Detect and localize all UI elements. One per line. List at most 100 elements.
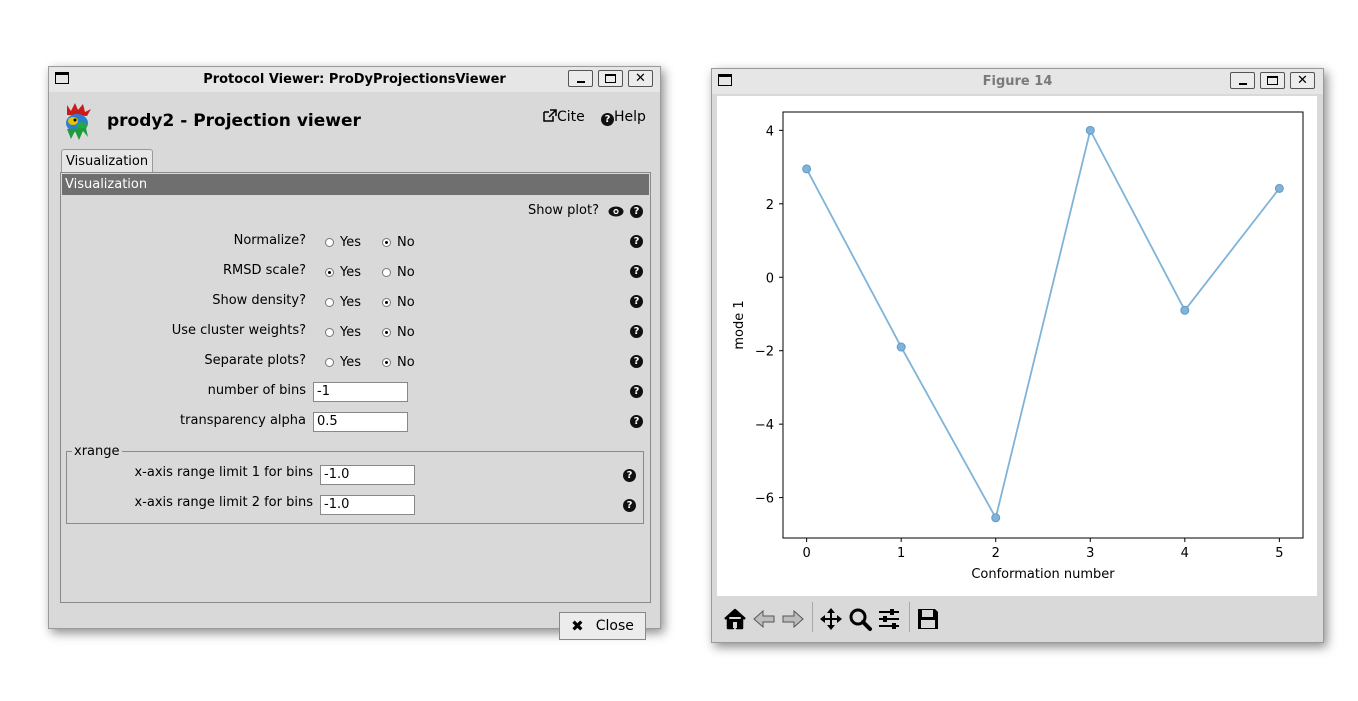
figure-canvas[interactable]: 0 1 2 3 4 5 −6 −4 −2 0 2 4 Conformation number mode 1 [717, 96, 1317, 596]
figure-toolbar [717, 596, 1317, 638]
xrange-limit2-help-icon[interactable]: ? [623, 499, 636, 512]
radio-dot [382, 238, 391, 247]
xrange-limit2-label: x-axis range limit 2 for bins [134, 495, 313, 510]
close-label: Close [595, 618, 634, 634]
alpha-input[interactable]: 0.5 [313, 412, 408, 432]
data-point [1085, 125, 1095, 135]
radio-label: No [397, 325, 415, 340]
y-axis-label: mode 1 [732, 300, 747, 349]
x-tick-label: 1 [897, 546, 905, 561]
xrange-limit1-input[interactable]: -1.0 [320, 465, 415, 485]
show-density-no-radio[interactable]: No [382, 295, 415, 310]
param-label: Show density? [212, 293, 306, 308]
figure-window: Figure 14 ✕ 0 1 2 3 4 5 −6 −4 −2 0 2 4 Conformation … [711, 68, 1324, 643]
radio-label: No [397, 355, 415, 370]
series-line [805, 127, 1281, 521]
data-point [1274, 183, 1284, 193]
radio-dot [325, 358, 334, 367]
zoom-icon[interactable] [847, 606, 873, 632]
x-axis-label: Conformation number [971, 567, 1115, 582]
bins-label: number of bins [207, 383, 306, 398]
show-density-yes-radio[interactable]: Yes [325, 295, 361, 310]
configure-subplots-icon[interactable] [876, 606, 902, 632]
radio-label: Yes [340, 295, 361, 310]
minimize-button[interactable] [1230, 72, 1255, 89]
show-plot-label: Show plot? [527, 203, 599, 218]
normalize-yes-radio[interactable]: Yes [325, 235, 361, 250]
radio-label: Yes [340, 265, 361, 280]
maximize-button[interactable] [1260, 72, 1285, 89]
y-tick-label: −2 [755, 345, 774, 360]
xrange-limit1-label: x-axis range limit 1 for bins [134, 465, 313, 480]
eye-icon[interactable] [608, 206, 624, 217]
maximize-button[interactable] [598, 70, 623, 87]
data-point [896, 342, 906, 352]
rmsd-scale-help-icon[interactable]: ? [630, 265, 643, 278]
separate-plots-yes-radio[interactable]: Yes [325, 355, 361, 370]
xrange-limit2-input[interactable]: -1.0 [320, 495, 415, 515]
radio-dot [382, 298, 391, 307]
protocol-viewer-titlebar[interactable]: Protocol Viewer: ProDyProjectionsViewer … [49, 67, 660, 92]
cluster-weights-help-icon[interactable]: ? [630, 325, 643, 338]
alpha-help-icon[interactable]: ? [630, 415, 643, 428]
xrange-limit1-help-icon[interactable]: ? [623, 469, 636, 482]
close-window-button[interactable]: ✕ [1290, 72, 1315, 89]
data-point [802, 164, 812, 174]
separate-plots-no-radio[interactable]: No [382, 355, 415, 370]
tab-visualization[interactable]: Visualization [61, 149, 154, 173]
figure-titlebar[interactable]: Figure 14 ✕ [712, 69, 1323, 94]
xrange-legend: xrange [72, 444, 122, 459]
x-tick-label: 0 [802, 546, 810, 561]
toolbar-separator [909, 602, 910, 632]
data-point [991, 513, 1001, 523]
radio-dot [325, 328, 334, 337]
rmsd-scale-yes-radio[interactable]: Yes [325, 265, 361, 280]
scipion-logo-icon [66, 103, 91, 140]
show-density-help-icon[interactable]: ? [630, 295, 643, 308]
radio-label: Yes [340, 325, 361, 340]
bins-help-icon[interactable]: ? [630, 385, 643, 398]
help-link[interactable]: ? Help [601, 109, 646, 126]
rmsd-scale-no-radio[interactable]: No [382, 265, 415, 280]
cluster-weights-no-radio[interactable]: No [382, 325, 415, 340]
radio-dot [325, 268, 334, 277]
window-menu-icon[interactable] [55, 72, 69, 84]
external-link-icon [543, 109, 557, 122]
param-label: Separate plots? [204, 353, 306, 368]
cite-link[interactable]: Cite [543, 109, 585, 125]
pan-icon[interactable] [818, 606, 844, 632]
x-tick-label: 4 [1181, 546, 1189, 561]
help-icon: ? [601, 113, 614, 126]
radio-label: Yes [340, 235, 361, 250]
radio-label: Yes [340, 355, 361, 370]
radio-dot [325, 298, 334, 307]
forward-icon[interactable] [780, 606, 806, 632]
close-window-button[interactable]: ✕ [628, 70, 653, 87]
y-tick-label: 2 [766, 198, 774, 213]
save-icon[interactable] [915, 606, 941, 632]
x-tick-label: 3 [1086, 546, 1094, 561]
minimize-button[interactable] [568, 70, 593, 87]
back-icon[interactable] [751, 606, 777, 632]
radio-dot [382, 328, 391, 337]
radio-label: No [397, 265, 415, 280]
separate-plots-help-icon[interactable]: ? [630, 355, 643, 368]
cluster-weights-yes-radio[interactable]: Yes [325, 325, 361, 340]
close-button[interactable]: ✖ Close [559, 612, 646, 640]
param-label: Normalize? [233, 233, 306, 248]
x-tick-label: 2 [992, 546, 1000, 561]
radio-dot [382, 358, 391, 367]
window-menu-icon[interactable] [718, 74, 732, 86]
param-label: Use cluster weights? [171, 323, 306, 338]
window-title: Protocol Viewer: ProDyProjectionsViewer [203, 72, 506, 87]
normalize-help-icon[interactable]: ? [630, 235, 643, 248]
visualization-form: Visualization Show plot? ? Normalize? Ye… [60, 172, 651, 603]
bins-input[interactable]: -1 [313, 382, 408, 402]
cite-label: Cite [557, 109, 585, 125]
plot-area [782, 111, 1304, 539]
home-icon[interactable] [722, 606, 748, 632]
show-plot-help-icon[interactable]: ? [630, 205, 643, 218]
y-tick-label: 4 [766, 124, 774, 139]
normalize-no-radio[interactable]: No [382, 235, 415, 250]
radio-label: No [397, 295, 415, 310]
